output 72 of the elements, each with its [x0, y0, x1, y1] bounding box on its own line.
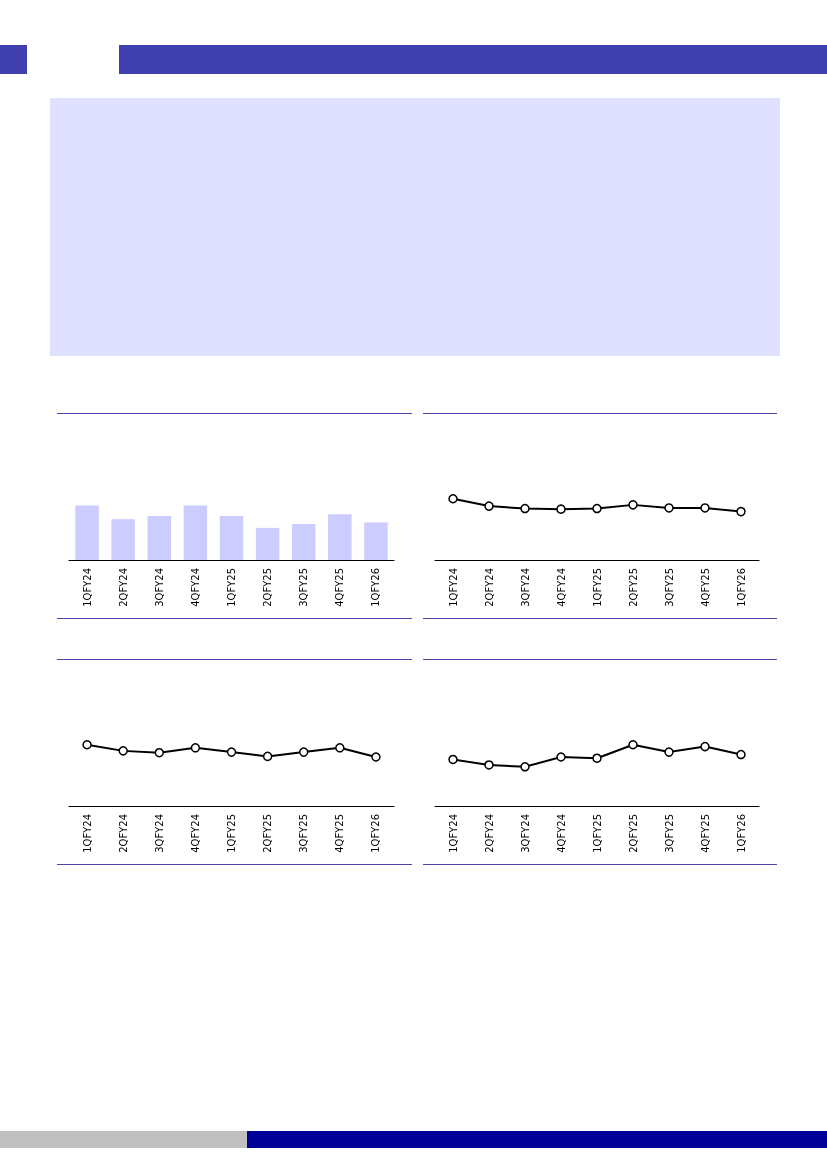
x-tick-label: 1QFY26: [370, 568, 382, 607]
point: [592, 753, 602, 763]
x-tick-label: 4QFY25: [699, 814, 711, 853]
x-tick-label: 1QFY25: [591, 814, 603, 853]
point: [118, 746, 128, 756]
point: [700, 741, 710, 752]
x-tick-label: 1QFY25: [226, 814, 237, 853]
point: [664, 503, 674, 513]
point: [262, 751, 273, 762]
point: [484, 501, 494, 511]
bar: [219, 515, 244, 560]
x-tick-label: 4QFY24: [189, 568, 201, 607]
x-tick-label: 1QFY24: [81, 568, 93, 607]
point: [628, 500, 638, 510]
point: [448, 494, 458, 504]
bar: [364, 522, 388, 560]
x-tick-label: 4QFY24: [555, 814, 567, 853]
point: [628, 740, 638, 750]
x-tick-label: 2QFY25: [627, 814, 639, 853]
x-tick-label: 3QFY24: [153, 568, 165, 607]
point: [520, 503, 530, 514]
x-tick-label: 2QFY24: [117, 814, 129, 853]
x-tick-label: 3QFY25: [298, 568, 310, 607]
x-tick-label: 2QFY25: [262, 814, 274, 853]
x-tick-label: 1QFY26: [735, 568, 747, 607]
x-tick-label: 4QFY25: [699, 568, 711, 607]
x-tick-label: 1QFY24: [81, 814, 93, 853]
point: [556, 752, 566, 762]
x-tick-label: 2QFY24: [483, 814, 495, 853]
x-tick-label: 1QFY24: [447, 568, 459, 607]
x-tick-label: 2QFY24: [483, 568, 495, 607]
point: [484, 760, 494, 770]
point: [736, 749, 746, 760]
point: [592, 503, 602, 514]
x-tick-label: 3QFY25: [298, 814, 310, 853]
point: [154, 747, 165, 758]
x-tick-label: 1QFY25: [591, 568, 603, 607]
x-tick-label: 1QFY24: [447, 814, 459, 853]
x-tick-label: 4QFY24: [189, 814, 201, 853]
point: [700, 503, 710, 513]
x-tick-label: 4QFY25: [334, 568, 346, 607]
bar: [75, 505, 99, 560]
x-tick-label: 1QFY26: [370, 814, 382, 853]
point: [664, 747, 674, 757]
bar: [183, 505, 208, 560]
point: [298, 747, 309, 757]
point: [371, 752, 381, 762]
x-tick-label: 3QFY24: [153, 814, 165, 853]
x-tick-label: 2QFY25: [262, 568, 274, 607]
point: [736, 506, 746, 517]
bar: [111, 519, 135, 560]
x-tick-label: 4QFY25: [334, 814, 346, 853]
x-tick-label: 3QFY25: [663, 568, 675, 607]
point: [520, 762, 530, 772]
point: [335, 743, 345, 753]
x-tick-label: 3QFY25: [663, 814, 675, 853]
x-tick-label: 4QFY24: [555, 568, 567, 607]
x-tick-label: 2QFY25: [627, 568, 639, 607]
bar: [255, 527, 280, 560]
bar: [291, 524, 316, 560]
bar: [147, 515, 172, 560]
bar: [328, 514, 352, 560]
x-tick-label: 3QFY24: [519, 568, 531, 607]
point: [190, 743, 201, 753]
point: [82, 740, 92, 750]
x-tick-label: 1QFY26: [735, 814, 747, 853]
x-tick-label: 1QFY25: [226, 568, 237, 607]
point: [226, 747, 237, 757]
point: [556, 504, 566, 514]
x-tick-label: 2QFY24: [117, 568, 129, 607]
x-tick-label: 3QFY24: [519, 814, 531, 853]
point: [448, 754, 458, 765]
